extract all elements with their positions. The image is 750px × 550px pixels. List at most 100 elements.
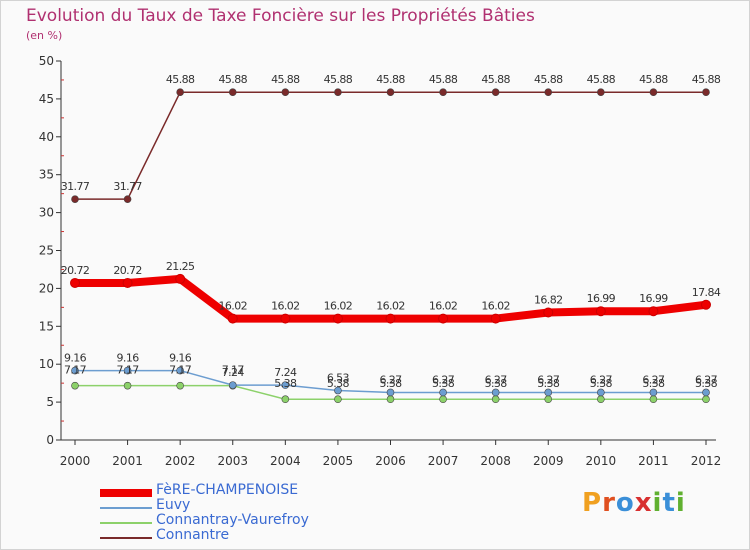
data-point-connantray-vaurefroy bbox=[439, 395, 447, 404]
data-label-connantray-vaurefroy: 5.38 bbox=[537, 377, 560, 390]
data-label-connantray-vaurefroy: 5.38 bbox=[695, 377, 718, 390]
legend-label-euvy: Euvy bbox=[156, 497, 191, 513]
logo-letter: o bbox=[615, 488, 635, 518]
data-point-f-re-champenoise bbox=[227, 313, 238, 324]
data-point-euvy bbox=[649, 388, 658, 397]
data-point-connantray-vaurefroy bbox=[491, 395, 500, 404]
data-point-connantre bbox=[649, 88, 658, 97]
logo-letter: P bbox=[582, 488, 603, 518]
logo-letter: t bbox=[662, 488, 676, 518]
data-label-euvy: 9.16 bbox=[169, 352, 192, 365]
y-tick-label: 20 bbox=[39, 281, 54, 295]
y-tick-label: 0 bbox=[46, 433, 54, 447]
data-label-euvy: 6.27 bbox=[590, 373, 613, 386]
logo-letter: i bbox=[652, 488, 663, 518]
series-line-connantre bbox=[74, 91, 707, 200]
data-point-euvy bbox=[544, 388, 553, 397]
data-point-connantre bbox=[71, 195, 79, 203]
data-label-euvy: 6.27 bbox=[537, 373, 560, 386]
data-label-f-re-champenoise: 16.02 bbox=[376, 300, 405, 313]
data-point-connantray-vaurefroy bbox=[176, 381, 184, 390]
data-point-euvy bbox=[597, 388, 605, 397]
data-point-f-re-champenoise bbox=[175, 273, 186, 284]
y-tick-label: 50 bbox=[39, 54, 54, 68]
logo-letter: r bbox=[602, 488, 616, 518]
data-point-f-re-champenoise bbox=[701, 299, 711, 310]
data-point-f-re-champenoise bbox=[490, 313, 501, 324]
x-tick-label: 2008 bbox=[480, 454, 511, 468]
proxiti-logo: Proxiti bbox=[582, 488, 686, 518]
data-label-euvy: 6.27 bbox=[379, 373, 402, 386]
x-tick-label: 2003 bbox=[217, 454, 248, 468]
data-label-euvy: 7.24 bbox=[274, 366, 297, 379]
data-point-euvy bbox=[491, 388, 500, 397]
logo-letter: x bbox=[634, 488, 653, 518]
data-label-f-re-champenoise: 16.02 bbox=[481, 300, 510, 313]
data-label-connantre: 45.88 bbox=[534, 73, 563, 86]
y-tick-label: 10 bbox=[39, 357, 54, 371]
x-tick-label: 2007 bbox=[428, 454, 459, 468]
data-label-connantray-vaurefroy: 5.38 bbox=[590, 377, 613, 390]
legend-swatch-connantray-vaurefroy bbox=[100, 522, 152, 524]
y-tick-label: 15 bbox=[39, 319, 54, 333]
data-label-connantre: 45.88 bbox=[429, 73, 458, 86]
data-label-connantray-vaurefroy: 5.38 bbox=[379, 377, 402, 390]
data-point-euvy bbox=[334, 386, 342, 395]
legend-swatch-connantre bbox=[100, 537, 152, 539]
x-tick-label: 2012 bbox=[691, 454, 722, 468]
data-label-connantre: 45.88 bbox=[324, 73, 353, 86]
data-point-connantre bbox=[123, 195, 132, 203]
series-connantray-vaurefroy bbox=[71, 381, 710, 404]
data-label-f-re-champenoise: 16.02 bbox=[429, 300, 458, 313]
data-point-connantre bbox=[702, 88, 710, 97]
y-tick-label: 25 bbox=[39, 244, 54, 258]
data-label-connantre: 45.88 bbox=[692, 73, 721, 86]
logo-letter: i bbox=[675, 488, 686, 518]
x-tick-label: 2002 bbox=[165, 454, 196, 468]
data-label-f-re-champenoise: 20.72 bbox=[61, 264, 90, 277]
data-label-euvy: 7.24 bbox=[222, 366, 245, 379]
data-label-euvy: 6.27 bbox=[695, 373, 718, 386]
data-point-connantray-vaurefroy bbox=[649, 395, 658, 404]
data-labels-layer: 20.72 20.72 21.25 16.02 16.02 16.02 16.02 16.02… bbox=[61, 73, 722, 390]
data-point-connantre bbox=[228, 88, 237, 97]
chart-title: Evolution du Taux de Taxe Foncière sur l… bbox=[26, 6, 535, 26]
data-point-connantray-vaurefroy bbox=[702, 395, 710, 404]
data-point-euvy bbox=[176, 366, 184, 375]
data-label-connantray-vaurefroy: 5.38 bbox=[485, 377, 508, 390]
data-point-connantre bbox=[281, 88, 290, 97]
y-tick-label: 30 bbox=[39, 206, 54, 220]
data-point-euvy bbox=[281, 381, 290, 389]
legend-label-connantre: Connantre bbox=[156, 527, 230, 543]
y-tick-label: 35 bbox=[39, 168, 54, 182]
data-label-connantray-vaurefroy: 7.17 bbox=[222, 364, 245, 377]
data-point-connantre bbox=[597, 88, 605, 97]
data-label-euvy: 9.16 bbox=[64, 352, 87, 365]
data-point-connantray-vaurefroy bbox=[386, 395, 395, 404]
data-point-f-re-champenoise bbox=[595, 306, 606, 317]
data-point-euvy bbox=[228, 381, 237, 389]
axes: 0 5 10 15 20 25 30 35 40 45 50 2000 2001 2002 2003 2004… bbox=[39, 54, 722, 468]
unit-label: (en %) bbox=[26, 29, 63, 42]
data-label-connantre: 45.88 bbox=[587, 73, 616, 86]
data-label-connantre: 45.88 bbox=[481, 73, 510, 86]
data-point-euvy bbox=[386, 388, 395, 397]
data-label-connantre: 45.88 bbox=[271, 73, 300, 86]
series-layer bbox=[70, 88, 711, 404]
data-label-euvy: 6.27 bbox=[485, 373, 508, 386]
data-point-f-re-champenoise bbox=[70, 277, 80, 288]
data-label-euvy: 6.27 bbox=[642, 373, 665, 386]
data-point-f-re-champenoise bbox=[648, 306, 659, 317]
data-label-connantray-vaurefroy: 7.17 bbox=[117, 364, 140, 377]
legend-swatch-euvy bbox=[100, 507, 152, 509]
x-tick-label: 2010 bbox=[586, 454, 617, 468]
data-point-connantre bbox=[334, 88, 342, 97]
x-tick-label: 2006 bbox=[375, 454, 406, 468]
data-label-connantre: 45.88 bbox=[166, 73, 195, 86]
data-point-connantre bbox=[439, 88, 447, 97]
data-point-euvy bbox=[71, 366, 79, 375]
y-tick-label: 5 bbox=[46, 395, 54, 409]
y-tick-label: 45 bbox=[39, 92, 54, 106]
data-label-euvy: 9.16 bbox=[117, 352, 140, 365]
data-point-connantre bbox=[544, 88, 553, 97]
